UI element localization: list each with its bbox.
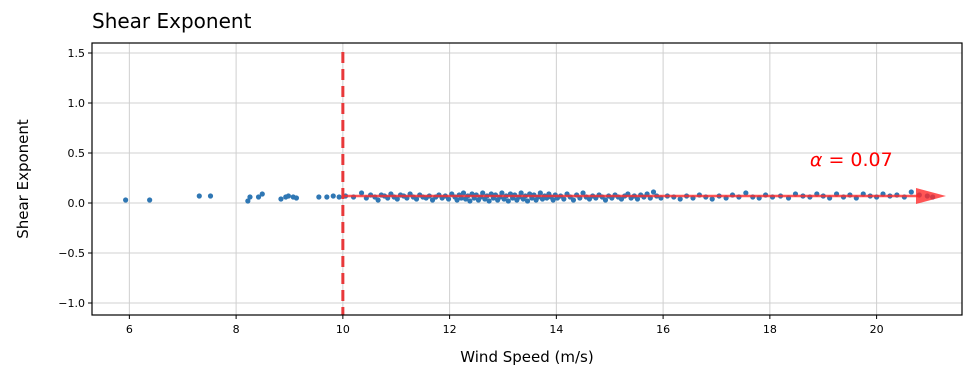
data-point: [467, 198, 473, 204]
y-tick-label: 0.5: [68, 147, 86, 160]
overlays: [341, 52, 946, 315]
data-point: [255, 194, 262, 200]
data-point: [375, 197, 381, 203]
data-point: [709, 196, 715, 202]
data-point: [316, 194, 322, 200]
y-tick-label: −1.0: [58, 297, 85, 310]
data-point: [602, 197, 609, 203]
x-tick-label: 14: [549, 323, 563, 336]
data-point: [677, 196, 683, 202]
data-point: [580, 190, 586, 196]
data-point: [634, 196, 641, 202]
x-tick-label: 16: [656, 323, 670, 336]
plot-frame: [91, 42, 963, 316]
alpha-annotation: α = 0.07: [810, 149, 893, 171]
data-point: [207, 193, 214, 199]
data-point: [278, 196, 284, 202]
data-point: [486, 198, 492, 204]
data-point: [330, 193, 336, 199]
chart-title: Shear Exponent: [92, 9, 252, 33]
data-point: [537, 190, 543, 196]
data-point: [550, 197, 556, 203]
alpha-value: = 0.07: [822, 149, 892, 171]
data-point: [259, 191, 265, 197]
data-point: [480, 190, 486, 196]
x-tick-label: 18: [763, 323, 777, 336]
y-tick-label: 1.0: [68, 97, 86, 110]
data-point: [123, 197, 129, 203]
data-point: [413, 196, 420, 202]
arrow-head: [915, 188, 946, 204]
x-axis-label: Wind Speed (m/s): [460, 348, 593, 366]
data-point: [454, 197, 460, 203]
data-point: [285, 193, 292, 199]
y-axis-label: Shear Exponent: [14, 119, 32, 239]
data-point: [499, 190, 505, 196]
alpha-symbol: α: [810, 149, 823, 171]
data-point: [650, 189, 657, 195]
data-point: [358, 190, 365, 196]
x-tick-label: 8: [233, 323, 240, 336]
y-tick-label: 0.0: [68, 197, 86, 210]
x-axis-ticks: 6 8 10 12 14 16 18 20: [126, 315, 884, 336]
x-tick-label: 6: [126, 323, 133, 336]
data-point: [247, 194, 253, 200]
data-point: [445, 196, 452, 202]
data-point: [908, 189, 914, 195]
y-tick-label: −0.5: [58, 247, 85, 260]
data-point: [196, 193, 202, 199]
data-point: [324, 194, 330, 200]
data-point: [518, 190, 524, 196]
data-point: [524, 198, 531, 204]
data-point: [394, 196, 400, 202]
data-point: [570, 197, 577, 203]
x-tick-label: 20: [870, 323, 884, 336]
data-point: [336, 194, 342, 200]
x-tick-label: 10: [336, 323, 350, 336]
data-point: [743, 190, 749, 196]
data-point: [245, 198, 251, 204]
data-point: [293, 195, 300, 201]
data-point: [561, 196, 567, 202]
data-point: [147, 197, 153, 203]
data-point: [460, 190, 467, 196]
grid-lines: [92, 43, 962, 315]
x-tick-label: 12: [443, 323, 457, 336]
y-axis-ticks: 1.5 1.0 0.5 0.0 −0.5 −1.0: [58, 47, 92, 310]
y-tick-label: 1.5: [68, 47, 86, 60]
data-point: [505, 198, 511, 204]
